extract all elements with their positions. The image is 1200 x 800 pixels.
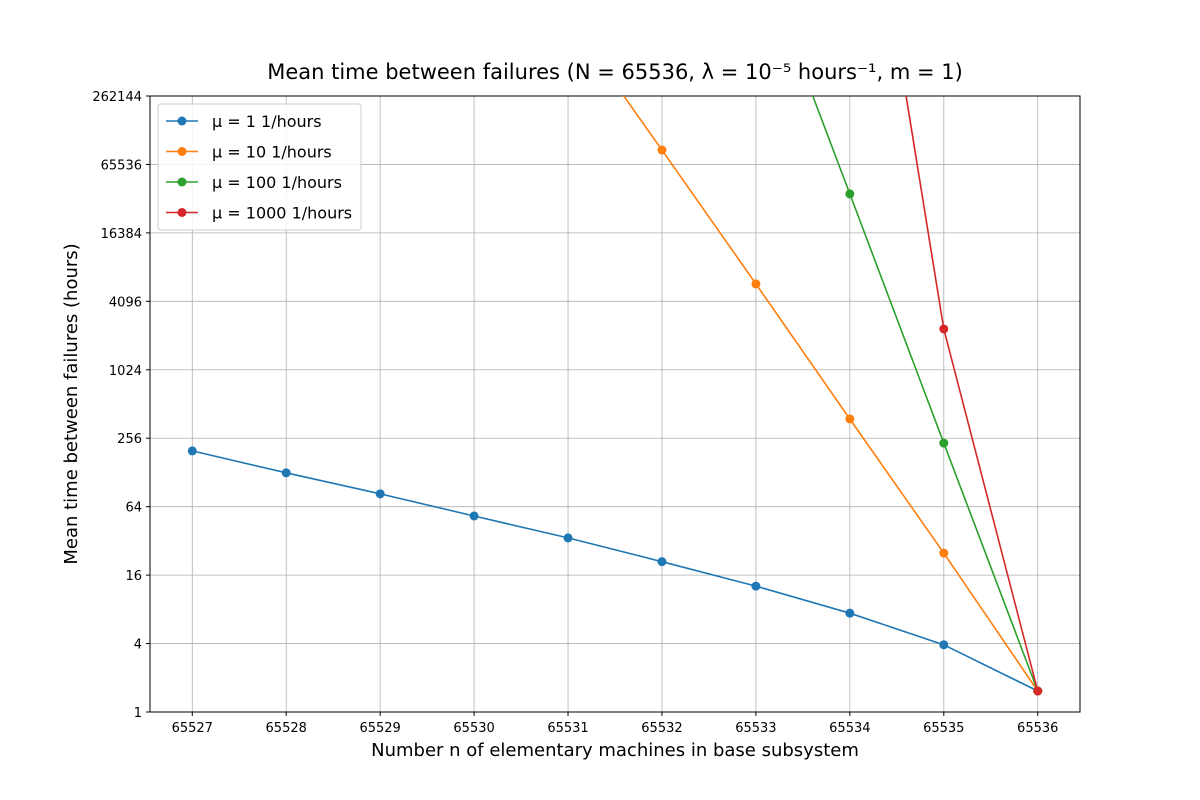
plot-area <box>187 12 1043 696</box>
legend-box <box>157 103 362 231</box>
data-point <box>845 414 855 424</box>
x-tick-label: 65535 <box>923 721 964 736</box>
y-tick-label: 16384 <box>101 227 142 242</box>
y-tick-label: 4 <box>134 638 142 653</box>
legend-label: μ = 100 1/hours <box>212 173 342 192</box>
y-tick-label: 262144 <box>92 90 142 105</box>
y-tick-label: 256 <box>117 432 142 447</box>
data-point <box>939 324 949 334</box>
x-tick-label: 65532 <box>641 721 682 736</box>
legend-marker <box>177 208 187 217</box>
x-tick-label: 65534 <box>829 721 870 736</box>
legend-marker <box>177 177 187 187</box>
x-tick-label: 65529 <box>359 721 400 736</box>
y-tick-label: 1 <box>134 706 142 721</box>
data-point <box>939 640 949 650</box>
x-tick-label: 65528 <box>266 721 307 736</box>
legend-label: μ = 10 1/hours <box>212 143 332 162</box>
y-tick-label: 16 <box>125 569 142 584</box>
y-axis-label: Mean time between failures (hours) <box>61 243 82 564</box>
y-tick-label: 64 <box>125 501 142 516</box>
legend-marker <box>177 116 187 126</box>
x-tick-label: 65533 <box>735 721 776 736</box>
y-tick-label: 1024 <box>109 364 142 379</box>
x-tick-label: 65536 <box>1017 721 1058 736</box>
data-point <box>469 511 479 521</box>
y-tick-label: 4096 <box>109 295 142 310</box>
legend-label: μ = 1 1/hours <box>212 112 322 131</box>
y-tick-label: 65536 <box>101 158 142 173</box>
data-point <box>751 279 761 289</box>
x-tick-label: 65531 <box>547 721 588 736</box>
data-point <box>563 533 573 543</box>
data-point <box>657 145 667 155</box>
series-line <box>622 96 1039 692</box>
data-point <box>564 12 573 21</box>
chart-title: Mean time between failures (N = 65536, λ… <box>267 60 963 84</box>
x-axis-label: Number n of elementary machines in base … <box>371 740 859 761</box>
data-point <box>1033 686 1043 696</box>
legend-label: μ = 1000 1/hours <box>212 204 352 223</box>
data-point <box>751 581 761 591</box>
data-point <box>845 608 855 618</box>
data-point <box>939 438 949 448</box>
data-point <box>939 548 949 558</box>
plot-frame <box>149 95 1081 713</box>
data-point <box>845 189 855 199</box>
series-line <box>192 450 1039 692</box>
data-point <box>657 557 667 567</box>
x-tick-label: 65530 <box>453 721 494 736</box>
data-point <box>281 468 291 478</box>
legend-marker <box>177 147 187 156</box>
x-tick-label: 65527 <box>172 721 213 736</box>
series-line <box>811 96 1039 692</box>
data-point <box>187 446 197 456</box>
data-point <box>375 489 385 499</box>
